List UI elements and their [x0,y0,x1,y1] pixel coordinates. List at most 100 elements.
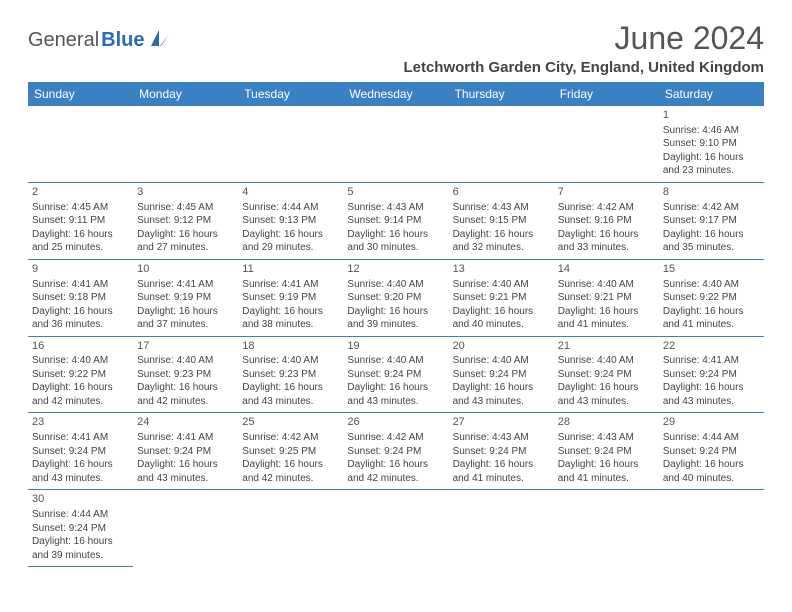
calendar-cell: 4Sunrise: 4:44 AMSunset: 9:13 PMDaylight… [238,182,343,259]
daylight-line: Daylight: 16 hours and 38 minutes. [242,305,339,332]
sunrise-line: Sunrise: 4:41 AM [663,354,760,368]
calendar-cell: 6Sunrise: 4:43 AMSunset: 9:15 PMDaylight… [449,182,554,259]
sunrise-line: Sunrise: 4:44 AM [663,431,760,445]
daylight-line: Daylight: 16 hours and 43 minutes. [242,381,339,408]
calendar-body: 1Sunrise: 4:46 AMSunset: 9:10 PMDaylight… [28,106,764,567]
calendar-cell: 28Sunrise: 4:43 AMSunset: 9:24 PMDayligh… [554,413,659,490]
calendar-cell: 3Sunrise: 4:45 AMSunset: 9:12 PMDaylight… [133,182,238,259]
calendar-cell: 13Sunrise: 4:40 AMSunset: 9:21 PMDayligh… [449,259,554,336]
sunrise-line: Sunrise: 4:42 AM [663,201,760,215]
calendar-cell: 11Sunrise: 4:41 AMSunset: 9:19 PMDayligh… [238,259,343,336]
calendar-table: SundayMondayTuesdayWednesdayThursdayFrid… [28,82,764,567]
logo-text-blue: Blue [101,29,144,52]
calendar-row: 9Sunrise: 4:41 AMSunset: 9:18 PMDaylight… [28,259,764,336]
daylight-line: Daylight: 16 hours and 43 minutes. [453,381,550,408]
day-number: 17 [137,339,234,354]
sunset-line: Sunset: 9:15 PM [453,214,550,228]
day-number: 18 [242,339,339,354]
day-number: 29 [663,415,760,430]
title-block: June 2024 Letchworth Garden City, Englan… [403,20,764,76]
sunrise-line: Sunrise: 4:43 AM [347,201,444,215]
sunrise-line: Sunrise: 4:45 AM [137,201,234,215]
sunrise-line: Sunrise: 4:40 AM [453,278,550,292]
daylight-line: Daylight: 16 hours and 43 minutes. [32,458,129,485]
sunrise-line: Sunrise: 4:40 AM [242,354,339,368]
day-number: 22 [663,339,760,354]
calendar-cell-empty [343,490,448,567]
calendar-cell: 10Sunrise: 4:41 AMSunset: 9:19 PMDayligh… [133,259,238,336]
sunset-line: Sunset: 9:14 PM [347,214,444,228]
sunrise-line: Sunrise: 4:44 AM [32,508,129,522]
sunset-line: Sunset: 9:16 PM [558,214,655,228]
calendar-row: 16Sunrise: 4:40 AMSunset: 9:22 PMDayligh… [28,336,764,413]
sunset-line: Sunset: 9:24 PM [32,522,129,536]
calendar-cell: 21Sunrise: 4:40 AMSunset: 9:24 PMDayligh… [554,336,659,413]
day-header: Friday [554,82,659,106]
sunset-line: Sunset: 9:24 PM [32,445,129,459]
daylight-line: Daylight: 16 hours and 32 minutes. [453,228,550,255]
calendar-cell: 24Sunrise: 4:41 AMSunset: 9:24 PMDayligh… [133,413,238,490]
day-header: Thursday [449,82,554,106]
calendar-cell-empty [554,106,659,182]
calendar-cell-empty [238,106,343,182]
day-number: 26 [347,415,444,430]
calendar-cell-empty [449,490,554,567]
sunrise-line: Sunrise: 4:41 AM [32,431,129,445]
day-number: 11 [242,262,339,277]
day-number: 7 [558,185,655,200]
calendar-cell: 9Sunrise: 4:41 AMSunset: 9:18 PMDaylight… [28,259,133,336]
day-number: 28 [558,415,655,430]
daylight-line: Daylight: 16 hours and 43 minutes. [347,381,444,408]
sunrise-line: Sunrise: 4:41 AM [32,278,129,292]
daylight-line: Daylight: 16 hours and 41 minutes. [558,458,655,485]
calendar-cell-empty [449,106,554,182]
day-number: 3 [137,185,234,200]
day-header: Tuesday [238,82,343,106]
calendar-cell: 18Sunrise: 4:40 AMSunset: 9:23 PMDayligh… [238,336,343,413]
sunset-line: Sunset: 9:22 PM [32,368,129,382]
sunset-line: Sunset: 9:20 PM [347,291,444,305]
calendar-cell: 19Sunrise: 4:40 AMSunset: 9:24 PMDayligh… [343,336,448,413]
sunrise-line: Sunrise: 4:41 AM [242,278,339,292]
day-number: 25 [242,415,339,430]
sunrise-line: Sunrise: 4:41 AM [137,431,234,445]
day-number: 13 [453,262,550,277]
daylight-line: Daylight: 16 hours and 41 minutes. [663,305,760,332]
day-number: 4 [242,185,339,200]
calendar-cell-empty [659,490,764,567]
sunset-line: Sunset: 9:21 PM [558,291,655,305]
daylight-line: Daylight: 16 hours and 36 minutes. [32,305,129,332]
sunrise-line: Sunrise: 4:44 AM [242,201,339,215]
day-number: 23 [32,415,129,430]
sunrise-line: Sunrise: 4:40 AM [347,278,444,292]
day-number: 15 [663,262,760,277]
daylight-line: Daylight: 16 hours and 42 minutes. [347,458,444,485]
daylight-line: Daylight: 16 hours and 40 minutes. [453,305,550,332]
calendar-cell: 20Sunrise: 4:40 AMSunset: 9:24 PMDayligh… [449,336,554,413]
day-number: 6 [453,185,550,200]
sunset-line: Sunset: 9:22 PM [663,291,760,305]
day-header: Monday [133,82,238,106]
day-number: 10 [137,262,234,277]
sunrise-line: Sunrise: 4:43 AM [453,201,550,215]
calendar-cell: 5Sunrise: 4:43 AMSunset: 9:14 PMDaylight… [343,182,448,259]
calendar-cell: 8Sunrise: 4:42 AMSunset: 9:17 PMDaylight… [659,182,764,259]
sunrise-line: Sunrise: 4:40 AM [663,278,760,292]
calendar-row: 1Sunrise: 4:46 AMSunset: 9:10 PMDaylight… [28,106,764,182]
calendar-cell-empty [238,490,343,567]
sunset-line: Sunset: 9:19 PM [242,291,339,305]
sunset-line: Sunset: 9:24 PM [558,368,655,382]
day-number: 12 [347,262,444,277]
day-header: Sunday [28,82,133,106]
header: GeneralBlue June 2024 Letchworth Garden … [28,20,764,76]
calendar-cell: 2Sunrise: 4:45 AMSunset: 9:11 PMDaylight… [28,182,133,259]
daylight-line: Daylight: 16 hours and 30 minutes. [347,228,444,255]
day-number: 14 [558,262,655,277]
calendar-cell: 30Sunrise: 4:44 AMSunset: 9:24 PMDayligh… [28,490,133,567]
sunrise-line: Sunrise: 4:40 AM [32,354,129,368]
calendar-row: 2Sunrise: 4:45 AMSunset: 9:11 PMDaylight… [28,182,764,259]
day-number: 24 [137,415,234,430]
daylight-line: Daylight: 16 hours and 23 minutes. [663,151,760,178]
calendar-cell: 27Sunrise: 4:43 AMSunset: 9:24 PMDayligh… [449,413,554,490]
sunset-line: Sunset: 9:24 PM [453,368,550,382]
